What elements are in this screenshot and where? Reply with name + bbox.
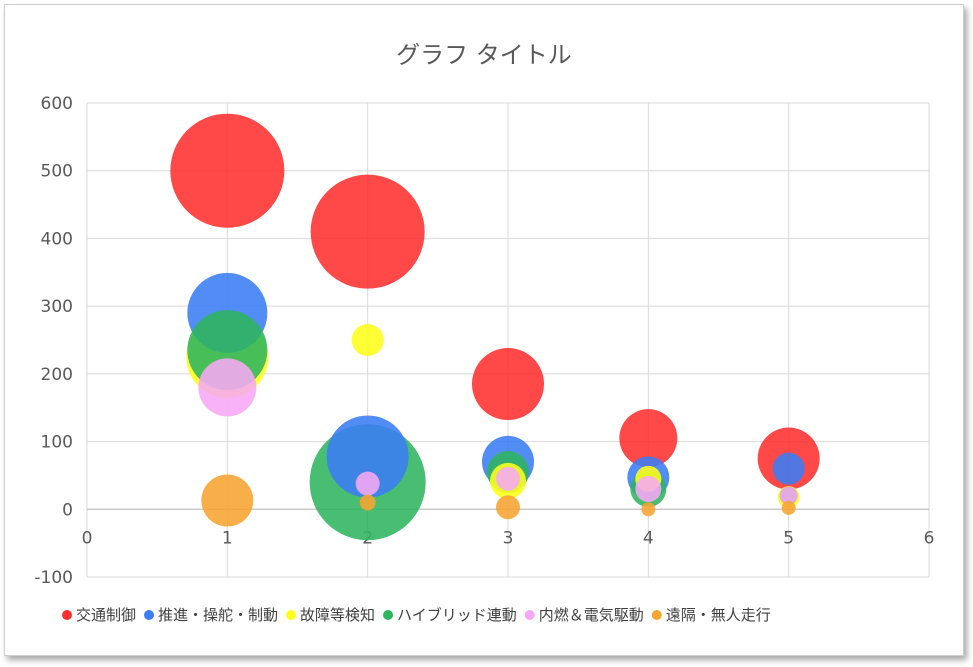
legend-item[interactable]: 故障等検知 xyxy=(286,606,375,624)
bubble-point xyxy=(635,475,662,502)
legend-marker xyxy=(286,610,297,620)
y-tick-label: 100 xyxy=(41,433,73,453)
legend-label: 推進・操舵・制動 xyxy=(158,606,278,624)
bubble-point xyxy=(472,348,544,421)
x-tick-label: 4 xyxy=(643,528,654,548)
legend-marker xyxy=(383,610,394,620)
legend[interactable]: 交通制御 推進・操舵・制動 故障等検知 ハイブリッド連動 内燃＆電気駆動 遠隔・無人走行 xyxy=(62,606,771,624)
bubble-point xyxy=(781,500,796,515)
y-tick-label: 500 xyxy=(41,162,73,182)
legend-item[interactable]: ハイブリッド連動 xyxy=(383,606,517,624)
x-tick-label: 0 xyxy=(82,528,93,548)
bubble-point xyxy=(641,502,656,517)
bubble-point xyxy=(772,452,805,485)
bubble-point xyxy=(619,409,678,468)
legend-item[interactable]: 推進・操舵・制動 xyxy=(144,606,278,624)
legend-item[interactable]: 交通制御 xyxy=(62,606,136,624)
y-tick-label: 600 xyxy=(41,94,73,114)
bubble-point xyxy=(355,471,380,496)
tick-labels: -10001002003004005006000123456 xyxy=(34,94,934,588)
x-tick-label: 1 xyxy=(222,528,233,548)
y-tick-label: 300 xyxy=(41,297,73,317)
x-tick-label: 3 xyxy=(503,528,514,548)
legend-label: 内燃＆電気駆動 xyxy=(539,606,644,624)
bubble-point xyxy=(310,174,425,289)
bubble-point xyxy=(779,486,798,505)
legend-marker xyxy=(524,610,535,620)
x-tick-label: 6 xyxy=(924,528,935,548)
legend-label: 遠隔・無人走行 xyxy=(666,606,771,624)
y-tick-label: 200 xyxy=(41,365,73,385)
chart-frame: グラフ タイトル -10001002003004005006000123456 … xyxy=(4,4,964,656)
bubble-point xyxy=(359,494,376,511)
bubble-point xyxy=(326,415,409,498)
y-tick-label: -100 xyxy=(34,568,73,588)
bubble-point xyxy=(170,113,285,228)
chart-title: グラフ タイトル xyxy=(396,41,572,69)
legend-item[interactable]: 遠隔・無人走行 xyxy=(651,606,771,624)
legend-marker xyxy=(62,610,72,620)
bubble-point xyxy=(496,495,520,520)
legend-label: 故障等検知 xyxy=(300,606,375,624)
y-tick-label: 400 xyxy=(41,229,73,249)
bubble-point xyxy=(201,474,254,527)
bubble-point xyxy=(198,358,257,417)
legend-marker xyxy=(144,610,155,620)
legend-label: ハイブリッド連動 xyxy=(397,606,517,624)
x-tick-label: 5 xyxy=(783,528,794,548)
bubble-point xyxy=(351,324,384,356)
legend-item[interactable]: 内燃＆電気駆動 xyxy=(524,606,644,624)
legend-marker xyxy=(651,610,662,620)
legend-label: 交通制御 xyxy=(76,606,136,624)
bubble-point xyxy=(496,466,520,491)
bubble-layer xyxy=(170,113,820,541)
y-tick-label: 0 xyxy=(62,500,73,520)
bubble-chart: グラフ タイトル -10001002003004005006000123456 … xyxy=(34,41,934,624)
